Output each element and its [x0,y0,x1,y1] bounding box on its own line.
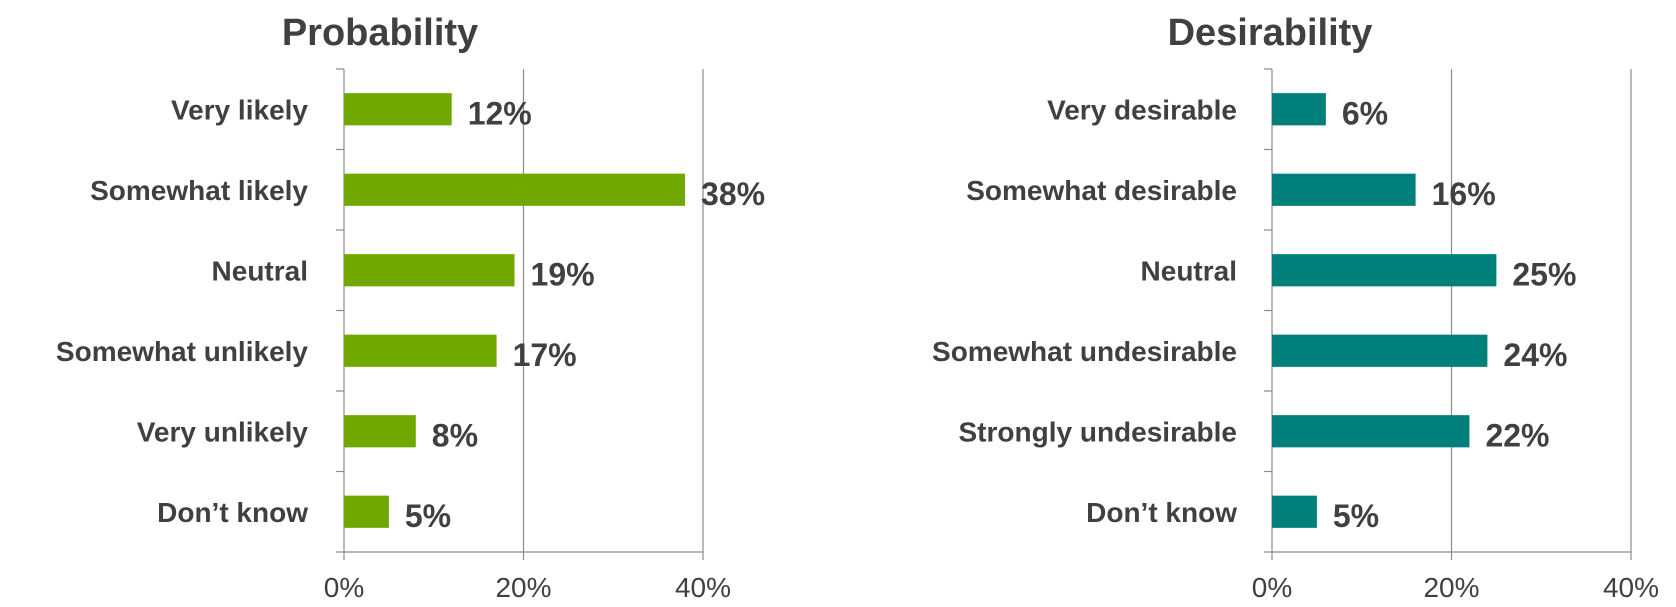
category-label: Very unlikely [137,416,309,447]
data-label: 6% [1342,95,1388,131]
category-label: Somewhat likely [90,175,308,206]
bar [1272,334,1488,367]
x-tick-label: 20% [495,572,551,603]
bar [1272,415,1470,448]
bar [344,93,452,126]
chart-title: Desirability [1168,12,1373,54]
category-label: Don’t know [157,497,308,528]
x-tick-label: 40% [675,572,731,603]
data-label: 38% [701,176,765,212]
bar [1272,173,1416,206]
x-tick-label: 0% [324,572,364,603]
category-label: Strongly undesirable [959,416,1238,447]
category-label: Very desirable [1047,94,1237,125]
data-label: 16% [1432,176,1496,212]
data-label: 5% [1333,498,1379,534]
data-label: 22% [1485,417,1549,453]
data-label: 8% [432,417,478,453]
bar [1272,93,1326,126]
bar [1272,495,1317,528]
category-label: Neutral [1141,255,1237,286]
x-tick-label: 20% [1423,572,1479,603]
bar [344,254,515,287]
data-label: 17% [513,337,577,373]
category-label: Don’t know [1086,497,1237,528]
data-label: 5% [405,498,451,534]
category-label: Somewhat unlikely [56,336,308,367]
category-label: Somewhat desirable [966,175,1237,206]
category-label: Neutral [212,255,308,286]
bar [1272,254,1497,287]
category-label: Very likely [171,94,308,125]
data-label: 24% [1503,337,1567,373]
x-tick-label: 40% [1603,572,1659,603]
data-label: 25% [1512,256,1576,292]
data-label: 12% [468,95,532,131]
bar [344,415,416,448]
chart-desirability: Desirability 0% 20% 40% Very desirable 6% Some… [932,12,1659,603]
x-tick-label: 0% [1252,572,1292,603]
chart-probability: Probability 0% 20% 40% Very likely 12% Somewha… [56,12,765,603]
category-label: Somewhat undesirable [932,336,1237,367]
bar [344,334,497,367]
bar [344,173,686,206]
data-label: 19% [531,256,595,292]
bar [344,495,389,528]
chart-title: Probability [282,12,478,54]
